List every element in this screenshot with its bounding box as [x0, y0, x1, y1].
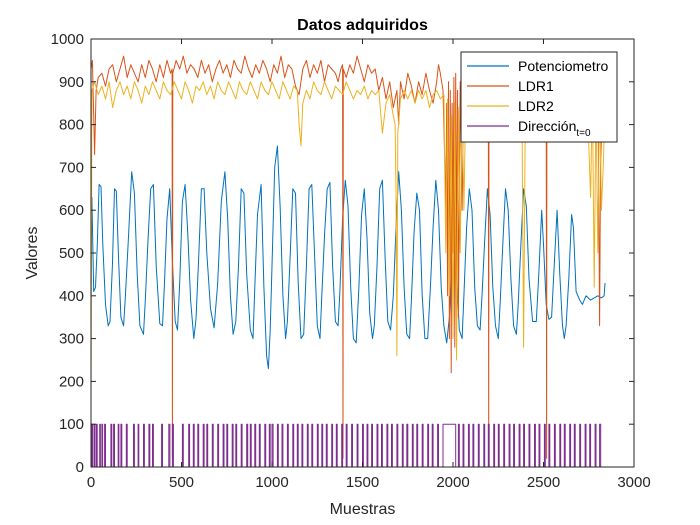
- x-axis-label: Muestras: [330, 501, 396, 518]
- legend-label: LDR1: [518, 78, 554, 94]
- legend-box: [460, 51, 618, 143]
- series-line-3: [91, 81, 606, 403]
- legend-label: Direcciónt=0: [518, 118, 591, 139]
- legend-label-main: Dirección: [518, 118, 576, 134]
- legend-label-main: Potenciometro: [518, 58, 608, 74]
- y-tick-label: 1000: [51, 31, 84, 48]
- y-tick-label: 800: [59, 117, 84, 134]
- y-axis: 0 100 200 300 400 500 600 700 800 900 1000: [51, 31, 634, 476]
- legend-label: Potenciometro: [518, 58, 608, 74]
- y-tick-label: 600: [59, 202, 84, 219]
- legend-label-subscript: t=0: [576, 128, 591, 139]
- x-axis: 0 500 1000 1500 2000 2500 3000: [87, 39, 651, 491]
- legend: Potenciometro LDR1 LDR2 Direcciónt=0: [460, 51, 618, 143]
- y-tick-label: 100: [59, 416, 84, 433]
- series-line-1: [91, 145, 606, 370]
- y-tick-label: 400: [59, 288, 84, 305]
- x-tick-label: 1500: [346, 474, 379, 491]
- chart-title: Datos adquiridos: [297, 17, 428, 34]
- x-tick-label: 500: [169, 474, 194, 491]
- x-tick-label: 2000: [436, 474, 469, 491]
- legend-label-main: LDR2: [518, 98, 554, 114]
- y-tick-label: 300: [59, 331, 84, 348]
- x-tick-label: 0: [87, 474, 95, 491]
- x-tick-label: 2500: [527, 474, 560, 491]
- y-tick-label: 700: [59, 159, 84, 176]
- y-tick-label: 0: [76, 459, 84, 476]
- legend-label-main: LDR1: [518, 78, 554, 94]
- y-tick-label: 900: [59, 74, 84, 91]
- y-axis-label: Valores: [24, 226, 41, 279]
- legend-label: LDR2: [518, 98, 554, 114]
- y-tick-label: 200: [59, 373, 84, 390]
- x-tick-label: 1000: [255, 474, 288, 491]
- y-tick-label: 500: [59, 245, 84, 262]
- x-tick-label: 3000: [617, 474, 650, 491]
